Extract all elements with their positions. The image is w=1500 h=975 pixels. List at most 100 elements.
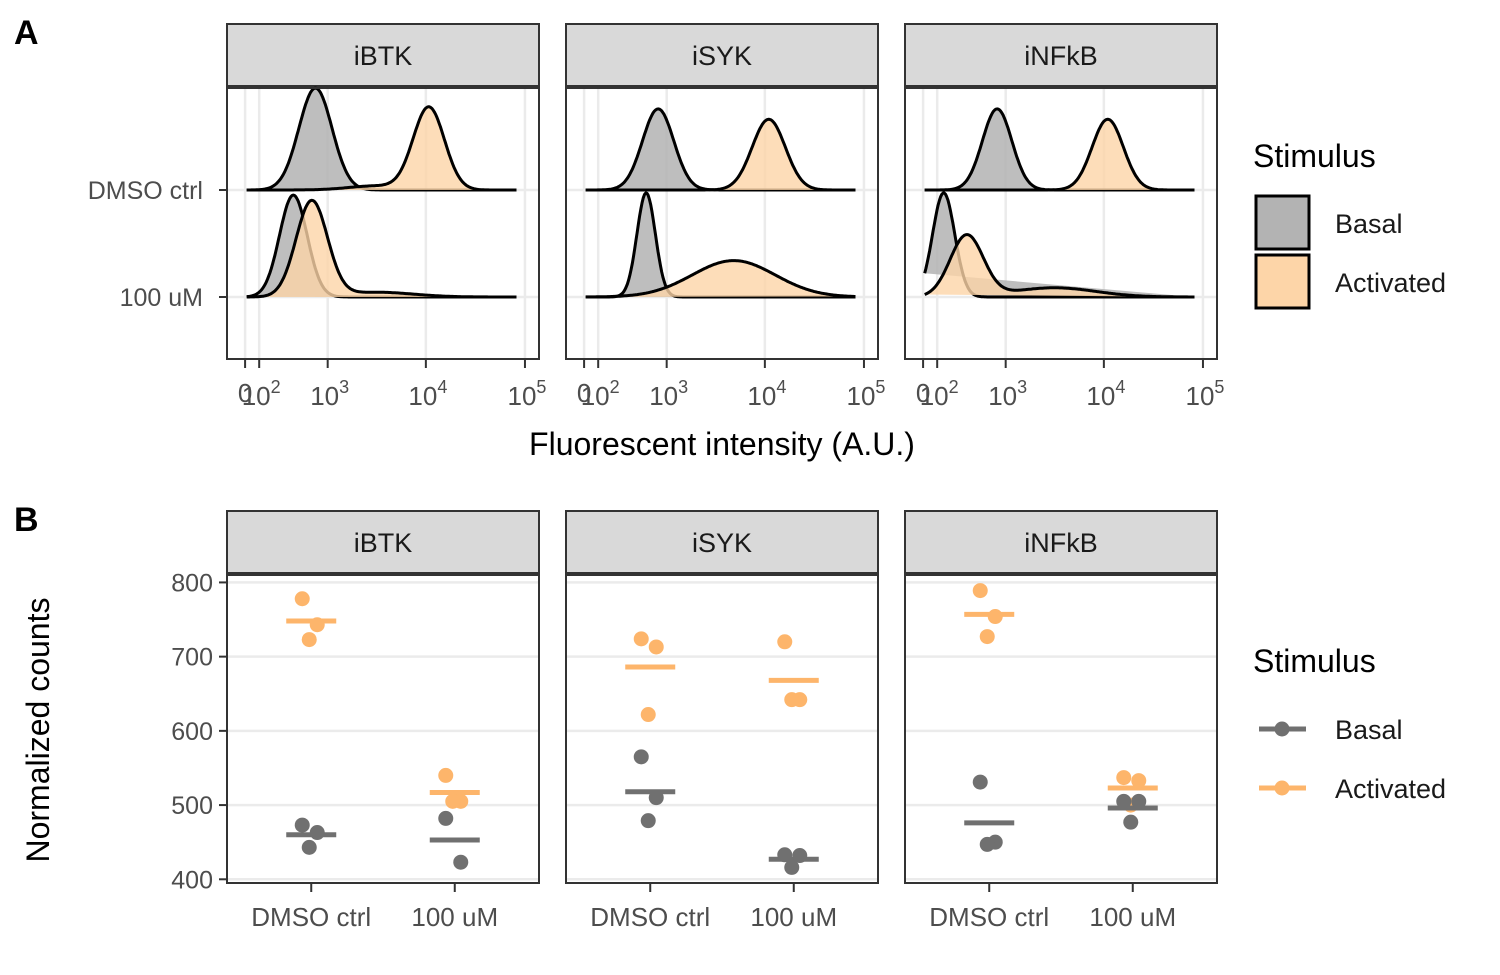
facet-strip-label: iNFkB [1024, 528, 1098, 558]
data-point-basal [1123, 814, 1139, 830]
legend-label-activated: Activated [1335, 268, 1446, 298]
data-point-basal [972, 774, 988, 790]
facet-strip [226, 23, 540, 87]
legend-label-basal: Basal [1335, 715, 1403, 745]
facet-b-iBTK: iBTK DMSO ctrl 100 uM [226, 510, 540, 932]
x-tick-label: 102 [920, 377, 959, 411]
x-axis-title: Fluorescent intensity (A.U.) [529, 426, 915, 462]
data-point-basal [792, 848, 808, 864]
x-tick-label: 102 [581, 377, 620, 411]
density-activated-ctrl [924, 117, 1195, 192]
data-point-activated [309, 617, 325, 633]
plot-background [227, 575, 539, 883]
data-point-activated [972, 583, 988, 599]
data-point-activated [640, 707, 656, 723]
y-tick-label: 400 [171, 866, 213, 894]
data-point-activated [1131, 773, 1147, 789]
plot-border [565, 574, 879, 884]
data-point-basal [777, 847, 793, 863]
facet-b-iSYK: iSYK DMSO ctrl 100 uM [565, 510, 879, 932]
facet-strip-label: iBTK [354, 528, 413, 558]
plot-border [226, 87, 540, 360]
y-tick-label: 700 [171, 644, 213, 672]
data-point-basal [453, 854, 469, 870]
legend-label-activated: Activated [1335, 774, 1446, 804]
data-point-activated [438, 767, 454, 783]
x-tick-label: 103 [649, 377, 688, 411]
data-point-basal [1131, 793, 1147, 809]
x-tick-label: 104 [747, 377, 786, 411]
y-tick-label: 600 [171, 718, 213, 746]
data-point-activated [445, 793, 461, 809]
legend-key-point-activated [1274, 780, 1290, 796]
facet-strip [904, 510, 1218, 574]
data-point-activated [648, 639, 664, 655]
x-category-label: DMSO ctrl [929, 902, 1049, 932]
facet-b-iNFkB: iNFkB DMSO ctrl 100 uM [904, 510, 1218, 932]
data-point-activated [1116, 770, 1132, 786]
legend-a-entries: Basal Activated [1254, 194, 1446, 310]
x-tick-label: 104 [1086, 377, 1125, 411]
density-activated-drug [924, 233, 1195, 299]
data-point-basal [294, 817, 310, 833]
data-point-basal [438, 810, 454, 826]
plot-border [565, 87, 879, 360]
plot-background [566, 575, 878, 883]
legend-title-a: Stimulus [1253, 138, 1376, 174]
plot-border [904, 574, 1218, 884]
data-point-activated [987, 609, 1003, 625]
x-tick-label: 105 [507, 377, 546, 411]
panel-label-a: A [14, 14, 39, 52]
data-point-basal [640, 813, 656, 829]
y-axis-title: Normalized counts [20, 598, 56, 863]
data-point-activated [633, 631, 649, 647]
x-tick-label: 104 [408, 377, 447, 411]
facet-strip-label: iSYK [692, 528, 752, 558]
plot-background [566, 88, 878, 359]
facet-strip [565, 510, 879, 574]
facet-strip [226, 510, 540, 574]
data-point-basal [979, 836, 995, 852]
legend-label-basal: Basal [1335, 209, 1403, 239]
data-point-activated [784, 692, 800, 708]
density-activated-drug [246, 198, 517, 299]
legend-key-point-basal [1274, 721, 1290, 737]
x-category-label: 100 uM [1089, 902, 1176, 932]
x-tick-label: 0 [577, 378, 591, 408]
scatter-legend: Stimulus Basal Activated [1253, 643, 1446, 804]
y-tick-label: 500 [171, 792, 213, 820]
data-point-activated [294, 591, 310, 607]
panel-label-b: B [14, 501, 39, 539]
density-basal-drug [585, 191, 856, 299]
data-point-basal [784, 859, 800, 875]
x-category-label: 100 uM [411, 902, 498, 932]
data-point-activated [301, 632, 317, 648]
x-tick-label: 0 [916, 378, 930, 408]
density-activated-ctrl [246, 105, 517, 192]
legend-b-entries: Basal Activated [1259, 715, 1446, 804]
plot-border [226, 574, 540, 884]
x-category-label: DMSO ctrl [590, 902, 710, 932]
data-point-basal [633, 749, 649, 765]
x-tick-label: 105 [846, 377, 885, 411]
y-tick-label: 800 [171, 569, 213, 597]
x-tick-label: 103 [988, 377, 1027, 411]
legend-title-b: Stimulus [1253, 643, 1376, 679]
plot-background [905, 575, 1217, 883]
plot-border [904, 87, 1218, 360]
scatter-chart: 400 500 600 700 800 iBTK DMSO ctrl 100 uM iSYK DM… [171, 510, 1218, 932]
density-activated-drug [585, 259, 856, 299]
data-point-activated [979, 629, 995, 645]
density-activated-ctrl [585, 117, 856, 192]
data-point-basal [309, 825, 325, 841]
legend-key-basal [1254, 194, 1311, 251]
row-label-1: 100 uM [120, 284, 203, 312]
legend-key-activated [1254, 253, 1311, 310]
data-point-basal [648, 790, 664, 806]
x-category-label: DMSO ctrl [251, 902, 371, 932]
data-point-basal [301, 839, 317, 855]
